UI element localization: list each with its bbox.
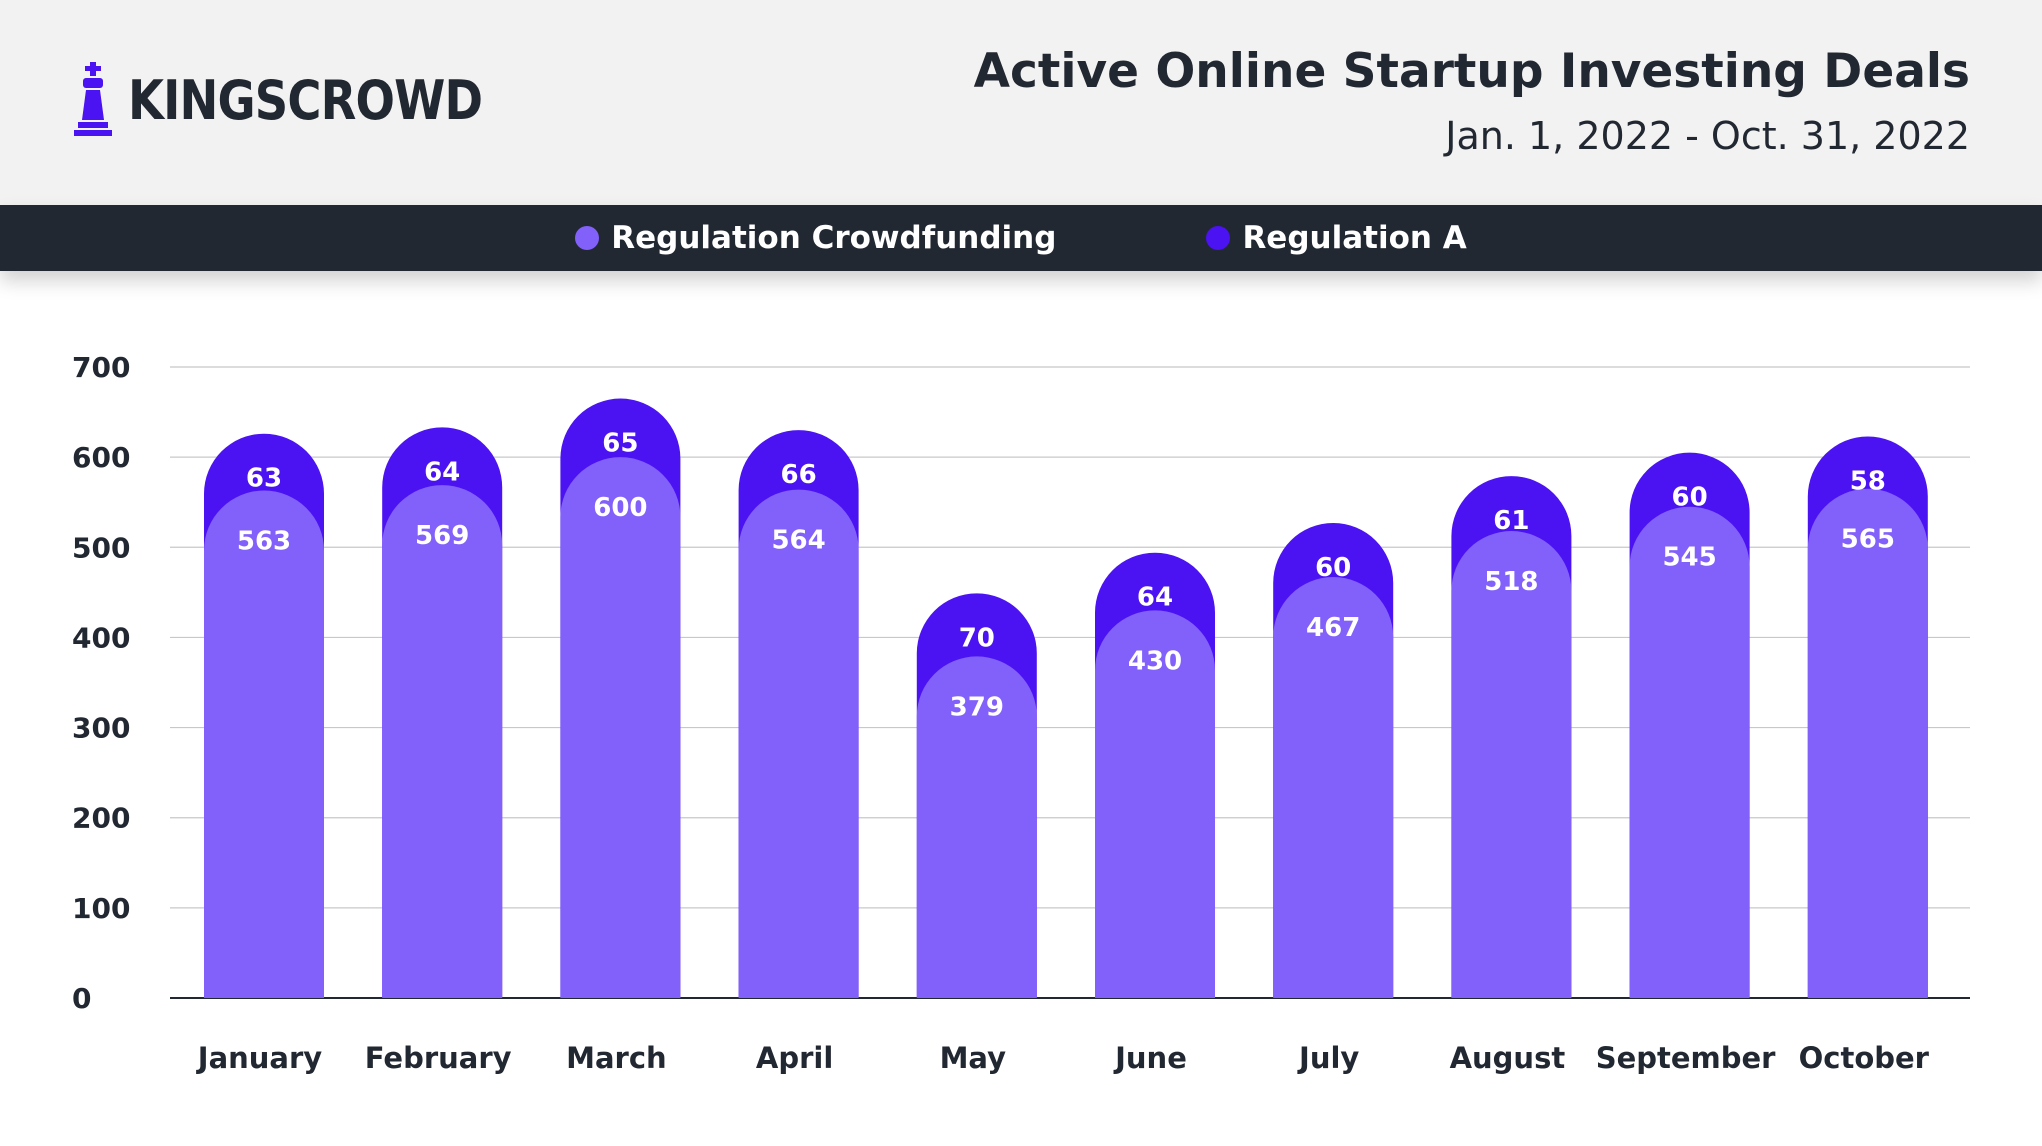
bar-regulation-crowdfunding xyxy=(560,457,681,998)
bar-regulation-crowdfunding xyxy=(204,490,324,998)
data-label-regulation-a: 58 xyxy=(1850,466,1886,496)
data-label-regulation-a: 60 xyxy=(1672,483,1708,513)
x-tick-label: January xyxy=(196,1041,323,1075)
header: KINGSCROWD Active Online Startup Investi… xyxy=(0,0,2042,205)
x-tick-label: March xyxy=(566,1041,667,1075)
x-tick-label: February xyxy=(365,1041,512,1075)
legend-item-regulation-a: Regulation A xyxy=(1206,220,1467,256)
y-tick-label: 0 xyxy=(72,982,91,1015)
legend-dot-regulation-a xyxy=(1206,226,1231,250)
x-tick-label: June xyxy=(1113,1041,1187,1075)
x-tick-label: May xyxy=(940,1041,1007,1075)
chart-subtitle: Jan. 1, 2022 - Oct. 31, 2022 xyxy=(1445,114,1970,158)
brand-logo: KINGSCROWD xyxy=(72,62,540,138)
data-label-regulation-crowdfunding: 565 xyxy=(1841,525,1895,555)
bar-regulation-crowdfunding xyxy=(916,656,1037,998)
bar-regulation-crowdfunding xyxy=(382,485,503,999)
data-label-regulation-a: 60 xyxy=(1315,553,1351,583)
chess-king-icon xyxy=(74,62,112,136)
data-label-regulation-crowdfunding: 563 xyxy=(237,526,291,556)
data-label-regulation-a: 63 xyxy=(246,464,282,494)
x-tick-label: September xyxy=(1596,1041,1776,1075)
data-label-regulation-crowdfunding: 518 xyxy=(1484,567,1538,597)
x-tick-label: July xyxy=(1297,1041,1359,1075)
data-label-regulation-crowdfunding: 379 xyxy=(950,692,1004,722)
bar-regulation-crowdfunding xyxy=(738,489,859,998)
bar-regulation-crowdfunding xyxy=(1451,531,1572,998)
y-tick-label: 400 xyxy=(72,621,130,654)
y-tick-label: 100 xyxy=(72,892,130,925)
data-label-regulation-a: 65 xyxy=(602,429,638,459)
data-label-regulation-a: 70 xyxy=(959,623,995,653)
legend-dot-regulation-crowdfunding xyxy=(575,226,600,250)
data-label-regulation-crowdfunding: 600 xyxy=(593,493,647,523)
data-label-regulation-crowdfunding: 467 xyxy=(1306,613,1360,643)
y-tick-label: 700 xyxy=(72,351,130,384)
x-tick-label: October xyxy=(1799,1041,1930,1075)
chart-title: Active Online Startup Investing Deals xyxy=(973,44,1970,99)
data-label-regulation-a: 61 xyxy=(1493,506,1529,536)
data-label-regulation-a: 66 xyxy=(781,460,817,490)
bar-regulation-crowdfunding xyxy=(1807,488,1928,998)
y-tick-label: 600 xyxy=(72,441,130,474)
legend: Regulation Crowdfunding Regulation A xyxy=(0,205,2042,271)
bar-regulation-crowdfunding xyxy=(1629,506,1750,998)
legend-label: Regulation A xyxy=(1242,220,1467,256)
data-label-regulation-crowdfunding: 430 xyxy=(1128,646,1182,676)
data-label-regulation-crowdfunding: 569 xyxy=(415,521,469,551)
data-label-regulation-crowdfunding: 545 xyxy=(1662,543,1716,573)
data-label-regulation-a: 64 xyxy=(424,457,460,487)
y-tick-label: 500 xyxy=(72,531,130,564)
data-label-regulation-crowdfunding: 564 xyxy=(771,526,825,556)
data-label-regulation-a: 64 xyxy=(1137,583,1173,613)
x-tick-label: August xyxy=(1450,1041,1566,1075)
legend-label: Regulation Crowdfunding xyxy=(611,220,1057,256)
x-tick-label: April xyxy=(756,1041,833,1075)
y-tick-label: 200 xyxy=(72,802,130,835)
bar-regulation-crowdfunding xyxy=(1273,577,1394,998)
brand-name: KINGSCROWD xyxy=(128,68,483,132)
y-tick-label: 300 xyxy=(72,712,130,745)
legend-item-regulation-crowdfunding: Regulation Crowdfunding xyxy=(575,220,1056,256)
bar-regulation-crowdfunding xyxy=(1095,610,1215,998)
